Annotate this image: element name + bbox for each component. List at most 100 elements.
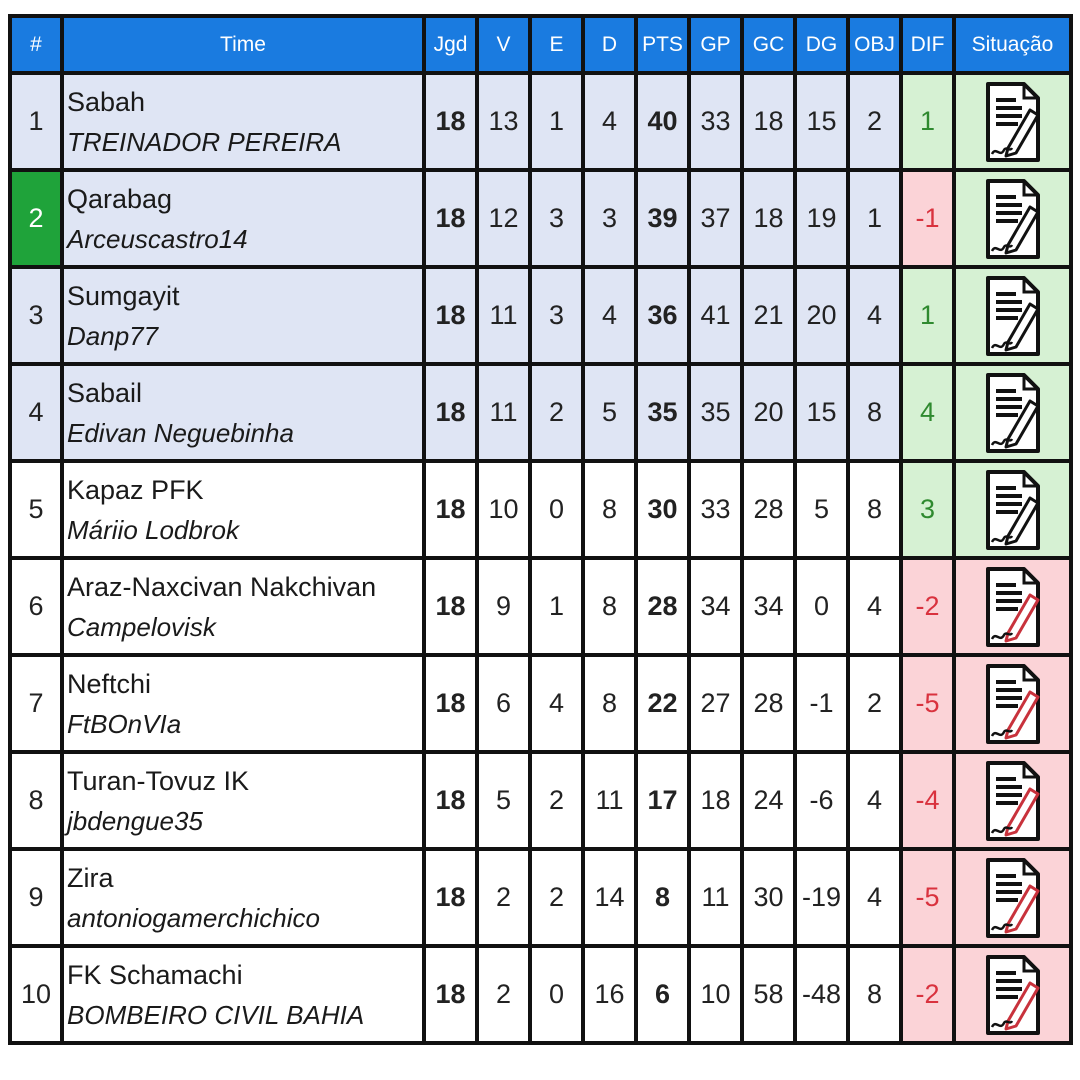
goal-difference-cell: 19 <box>793 168 850 269</box>
status-cell[interactable] <box>952 71 1073 172</box>
team-cell[interactable]: Sabah TREINADOR PEREIRA <box>60 71 426 172</box>
coach-name: Arceuscastro14 <box>67 223 248 254</box>
draws-cell: 3 <box>528 265 585 366</box>
goals-against-cell: 34 <box>740 556 797 657</box>
games-cell: 18 <box>422 653 479 754</box>
document-edit-icon[interactable] <box>984 566 1042 647</box>
team-cell[interactable]: Sumgayit Danp77 <box>60 265 426 366</box>
document-edit-icon[interactable] <box>984 469 1042 550</box>
goal-difference-cell: 15 <box>793 71 850 172</box>
status-cell[interactable] <box>952 265 1073 366</box>
team-cell[interactable]: Qarabag Arceuscastro14 <box>60 168 426 269</box>
dif-cell: 3 <box>899 459 956 560</box>
goal-difference-cell: -1 <box>793 653 850 754</box>
position-cell: 3 <box>8 265 64 366</box>
wins-cell: 11 <box>475 265 532 366</box>
document-edit-icon[interactable] <box>984 81 1042 162</box>
draws-cell: 4 <box>528 653 585 754</box>
wins-cell: 13 <box>475 71 532 172</box>
team-name: Sumgayit <box>67 280 180 311</box>
points-cell: 28 <box>634 556 691 657</box>
draws-cell: 1 <box>528 71 585 172</box>
document-edit-icon[interactable] <box>984 663 1042 744</box>
document-edit-icon[interactable] <box>984 857 1042 938</box>
header-goals-against[interactable]: GC <box>740 14 797 75</box>
coach-name: TREINADOR PEREIRA <box>67 126 342 157</box>
goals-for-cell: 11 <box>687 847 744 948</box>
table-row[interactable]: 8 Turan-Tovuz IK jbdengue35 18 5 2 11 17… <box>8 750 1073 851</box>
team-cell[interactable]: Sabail Edivan Neguebinha <box>60 362 426 463</box>
points-cell: 40 <box>634 71 691 172</box>
team-cell[interactable]: Zira antoniogamerchichico <box>60 847 426 948</box>
table-row[interactable]: 4 Sabail Edivan Neguebinha 18 11 2 5 35 … <box>8 362 1073 463</box>
points-cell: 22 <box>634 653 691 754</box>
draws-cell: 2 <box>528 847 585 948</box>
table-row[interactable]: 1 Sabah TREINADOR PEREIRA 18 13 1 4 40 3… <box>8 71 1073 172</box>
document-edit-icon[interactable] <box>984 372 1042 453</box>
team-cell[interactable]: Kapaz PFK Máriio Lodbrok <box>60 459 426 560</box>
table-row[interactable]: 9 Zira antoniogamerchichico 18 2 2 14 8 … <box>8 847 1073 948</box>
header-team[interactable]: Time <box>60 14 426 75</box>
goals-against-cell: 24 <box>740 750 797 851</box>
team-cell[interactable]: Turan-Tovuz IK jbdengue35 <box>60 750 426 851</box>
header-status[interactable]: Situação <box>952 14 1073 75</box>
status-cell[interactable] <box>952 362 1073 463</box>
position-cell: 9 <box>8 847 64 948</box>
status-cell[interactable] <box>952 653 1073 754</box>
table-row[interactable]: 6 Araz-Naxcivan Nakchivan Campelovisk 18… <box>8 556 1073 657</box>
header-row: # Time Jgd V E D PTS GP GC DG OBJ DIF Si… <box>8 14 1073 75</box>
coach-name: antoniogamerchichico <box>67 902 320 933</box>
position-cell: 8 <box>8 750 64 851</box>
losses-cell: 11 <box>581 750 638 851</box>
points-cell: 39 <box>634 168 691 269</box>
draws-cell: 2 <box>528 750 585 851</box>
header-goal-difference[interactable]: DG <box>793 14 850 75</box>
document-edit-icon[interactable] <box>984 954 1042 1035</box>
team-name: Araz-Naxcivan Nakchivan <box>67 571 377 602</box>
status-cell[interactable] <box>952 459 1073 560</box>
header-points[interactable]: PTS <box>634 14 691 75</box>
table-row[interactable]: 3 Sumgayit Danp77 18 11 3 4 36 41 21 20 … <box>8 265 1073 366</box>
goal-difference-cell: -48 <box>793 944 850 1045</box>
header-objective[interactable]: OBJ <box>846 14 903 75</box>
team-cell[interactable]: FK Schamachi BOMBEIRO CIVIL BAHIA <box>60 944 426 1045</box>
header-dif[interactable]: DIF <box>899 14 956 75</box>
header-games[interactable]: Jgd <box>422 14 479 75</box>
document-edit-icon[interactable] <box>984 178 1042 259</box>
header-goals-for[interactable]: GP <box>687 14 744 75</box>
status-cell[interactable] <box>952 556 1073 657</box>
goals-for-cell: 41 <box>687 265 744 366</box>
draws-cell: 0 <box>528 944 585 1045</box>
wins-cell: 2 <box>475 847 532 948</box>
wins-cell: 11 <box>475 362 532 463</box>
table-row[interactable]: 7 Neftchi FtBOnVIa 18 6 4 8 22 27 28 -1 … <box>8 653 1073 754</box>
header-position[interactable]: # <box>8 14 64 75</box>
status-cell[interactable] <box>952 168 1073 269</box>
games-cell: 18 <box>422 944 479 1045</box>
header-draws[interactable]: E <box>528 14 585 75</box>
status-cell[interactable] <box>952 847 1073 948</box>
position-cell: 7 <box>8 653 64 754</box>
games-cell: 18 <box>422 168 479 269</box>
document-edit-icon[interactable] <box>984 760 1042 841</box>
goals-for-cell: 27 <box>687 653 744 754</box>
losses-cell: 8 <box>581 653 638 754</box>
wins-cell: 9 <box>475 556 532 657</box>
coach-name: Edivan Neguebinha <box>67 417 294 448</box>
coach-name: Danp77 <box>67 320 159 351</box>
status-cell[interactable] <box>952 750 1073 851</box>
table-row[interactable]: 2 Qarabag Arceuscastro14 18 12 3 3 39 37… <box>8 168 1073 269</box>
points-cell: 30 <box>634 459 691 560</box>
table-row[interactable]: 5 Kapaz PFK Máriio Lodbrok 18 10 0 8 30 … <box>8 459 1073 560</box>
goals-against-cell: 30 <box>740 847 797 948</box>
header-losses[interactable]: D <box>581 14 638 75</box>
goals-against-cell: 28 <box>740 653 797 754</box>
team-name: Neftchi <box>67 668 152 699</box>
header-wins[interactable]: V <box>475 14 532 75</box>
table-row[interactable]: 10 FK Schamachi BOMBEIRO CIVIL BAHIA 18 … <box>8 944 1073 1045</box>
document-edit-icon[interactable] <box>984 275 1042 356</box>
team-cell[interactable]: Araz-Naxcivan Nakchivan Campelovisk <box>60 556 426 657</box>
status-cell[interactable] <box>952 944 1073 1045</box>
position-cell: 2 <box>8 168 64 269</box>
team-cell[interactable]: Neftchi FtBOnVIa <box>60 653 426 754</box>
